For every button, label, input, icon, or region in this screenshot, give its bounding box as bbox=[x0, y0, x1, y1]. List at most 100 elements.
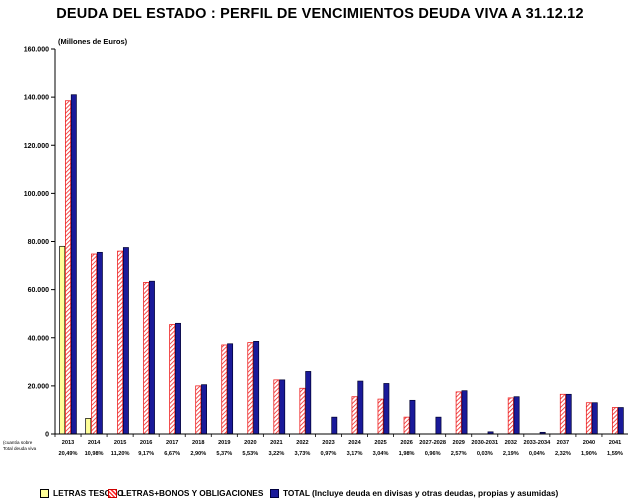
x-tick-label: 2022 bbox=[296, 440, 308, 446]
percentage-label: 0,96% bbox=[425, 451, 441, 457]
legend-label-letras: LETRAS TESORO bbox=[53, 488, 124, 498]
x-tick-label: 2013 bbox=[62, 440, 74, 446]
bar-bonos bbox=[299, 387, 306, 435]
bar-bonos bbox=[195, 385, 202, 435]
bar-total bbox=[591, 402, 598, 435]
x-tick-label: 2027-2028 bbox=[419, 440, 446, 446]
y-tick-label: 0 bbox=[45, 432, 49, 439]
bar-total bbox=[513, 396, 520, 435]
x-tick-label: 2029 bbox=[452, 440, 464, 446]
bar-bonos bbox=[403, 416, 410, 435]
bar-total bbox=[122, 247, 129, 435]
bar-bonos bbox=[611, 407, 618, 435]
bar-letras bbox=[59, 245, 66, 435]
x-tick-label: 2018 bbox=[192, 440, 204, 446]
y-tick-label: 100.000 bbox=[24, 191, 49, 198]
bar-bonos bbox=[221, 344, 228, 435]
percentage-label: 1,98% bbox=[399, 451, 415, 457]
legend-swatch-total bbox=[270, 488, 279, 498]
percentage-label: 6,67% bbox=[164, 451, 180, 457]
x-tick-label: 2033-2034 bbox=[523, 440, 551, 446]
bar-total bbox=[409, 399, 416, 435]
bar-bonos bbox=[247, 342, 254, 435]
y-tick-label: 120.000 bbox=[24, 143, 49, 150]
y-tick-label: 40.000 bbox=[28, 335, 50, 342]
legend-swatch-bonos bbox=[108, 488, 117, 498]
percentage-label: 3,17% bbox=[347, 451, 363, 457]
percentage-label: 3,04% bbox=[373, 451, 389, 457]
bar-total bbox=[357, 380, 364, 435]
bar-total bbox=[435, 416, 442, 435]
bar-bonos bbox=[91, 253, 98, 435]
bar-bonos bbox=[455, 391, 462, 435]
percentage-label: 0,97% bbox=[321, 451, 337, 457]
bar-letras bbox=[85, 418, 92, 435]
bar-bonos bbox=[169, 324, 176, 435]
legend-label-bonos: LETRAS+BONOS Y OBLIGACIONES bbox=[121, 488, 264, 498]
bar-bonos bbox=[559, 393, 566, 435]
legend-swatch-letras bbox=[40, 488, 49, 498]
x-tick-label: 2014 bbox=[88, 440, 101, 446]
bar-total bbox=[461, 390, 468, 435]
x-tick-label: 2017 bbox=[166, 440, 178, 446]
y-tick-label: 140.000 bbox=[24, 95, 49, 102]
chart-title: DEUDA DEL ESTADO : PERFIL DE VENCIMIENTO… bbox=[56, 6, 584, 22]
percentage-label: 5,53% bbox=[242, 451, 258, 457]
percentage-label: 2,19% bbox=[503, 451, 519, 457]
x-tick-label: 2015 bbox=[114, 440, 126, 446]
bar-total bbox=[305, 371, 312, 435]
percentage-label: 20,49% bbox=[59, 451, 78, 457]
x-tick-label: 2030-2031 bbox=[471, 440, 498, 446]
y-axis-title: (Millones de Euros) bbox=[58, 37, 128, 46]
bar-total bbox=[149, 280, 155, 435]
bar-total bbox=[227, 343, 234, 435]
x-tick-label: 2016 bbox=[140, 440, 152, 446]
bar-bonos bbox=[143, 282, 150, 435]
percentage-label: 1,90% bbox=[581, 451, 597, 457]
percentage-label: 3,22% bbox=[268, 451, 284, 457]
bar-total bbox=[383, 383, 390, 435]
bar-bonos bbox=[65, 100, 72, 435]
y-tick-label: 20.000 bbox=[28, 383, 50, 390]
bar-total bbox=[253, 341, 260, 435]
x-tick-label: 2037 bbox=[557, 440, 569, 446]
y-tick-label: 160.000 bbox=[24, 47, 49, 54]
legend-label-total: TOTAL (Incluye deuda en divisas y otras … bbox=[283, 488, 559, 498]
legend-item-letras: LETRAS TESORO bbox=[40, 488, 124, 498]
percent-row-label-line2: Total deuda viva bbox=[3, 446, 37, 451]
bar-total bbox=[175, 322, 181, 435]
legend-item-bonos: LETRAS+BONOS Y OBLIGACIONES bbox=[108, 488, 263, 498]
y-tick-label: 80.000 bbox=[28, 239, 50, 246]
bar-total bbox=[565, 393, 572, 435]
bar-bonos bbox=[377, 398, 384, 435]
bar-total bbox=[70, 94, 77, 435]
legend-item-total: TOTAL (Incluye deuda en divisas y otras … bbox=[270, 488, 558, 498]
bar-bonos bbox=[507, 397, 514, 435]
bar-bonos bbox=[351, 396, 358, 435]
x-tick-label: 2019 bbox=[218, 440, 230, 446]
percentage-label: 2,90% bbox=[190, 451, 206, 457]
x-tick-label: 2025 bbox=[374, 440, 386, 446]
x-tick-label: 2024 bbox=[348, 440, 361, 446]
percentage-label: 0,04% bbox=[529, 451, 545, 457]
x-tick-label: 2041 bbox=[609, 440, 621, 446]
percentage-label: 1,59% bbox=[607, 451, 623, 457]
x-tick-label: 2040 bbox=[583, 440, 595, 446]
x-tick-label: 2023 bbox=[322, 440, 334, 446]
percent-row-label-line1: (cuantía sobre bbox=[3, 440, 33, 445]
bar-total bbox=[96, 251, 103, 435]
percentage-label: 10,98% bbox=[85, 451, 104, 457]
percentage-label: 2,32% bbox=[555, 451, 571, 457]
percentage-label: 5,37% bbox=[216, 451, 232, 457]
percentage-label: 3,73% bbox=[294, 451, 310, 457]
bar-total bbox=[617, 407, 624, 435]
y-tick-label: 60.000 bbox=[28, 287, 50, 294]
percentage-label: 0,03% bbox=[477, 451, 493, 457]
bar-bonos bbox=[273, 379, 280, 435]
percentage-label: 2,57% bbox=[451, 451, 467, 457]
bar-total bbox=[331, 416, 338, 435]
bar-bonos bbox=[117, 250, 124, 435]
percentage-label: 11,20% bbox=[111, 451, 130, 457]
x-tick-label: 2020 bbox=[244, 440, 256, 446]
